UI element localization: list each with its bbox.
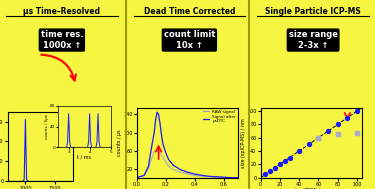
Text: time res.
1000x ↑: time res. 1000x ↑	[40, 30, 83, 50]
X-axis label: time / ms: time / ms	[174, 188, 201, 189]
Text: μs Time–Resolved: μs Time–Resolved	[23, 7, 100, 16]
Point	[282, 160, 288, 163]
Y-axis label: counts / 5μs: counts / 5μs	[45, 114, 49, 139]
Text: Single Particle ICP-MS: Single Particle ICP-MS	[265, 7, 361, 16]
Text: size range
2-3x ↑: size range 2-3x ↑	[289, 30, 338, 50]
Text: count limit
10x ↑: count limit 10x ↑	[164, 30, 215, 50]
Point	[296, 149, 302, 153]
Point	[315, 136, 321, 139]
Point	[277, 163, 283, 166]
X-axis label: t / ms: t / ms	[77, 155, 92, 160]
Point	[272, 166, 278, 169]
Point	[354, 110, 360, 113]
Legend: RAW signal, Signal after
μsDTC: RAW signal, Signal after μsDTC	[203, 110, 236, 123]
Point	[315, 136, 321, 139]
Text: Dead Time Corrected: Dead Time Corrected	[144, 7, 235, 16]
Y-axis label: counts / μs: counts / μs	[117, 129, 122, 156]
Point	[286, 156, 292, 159]
Point	[306, 143, 312, 146]
Point	[262, 173, 268, 176]
Point	[335, 123, 341, 126]
Point	[325, 129, 331, 132]
X-axis label: size (TEM) / nm: size (TEM) / nm	[292, 188, 330, 189]
Point	[354, 132, 360, 135]
Point	[335, 133, 341, 136]
Y-axis label: size (spICP-MS) / nm: size (spICP-MS) / nm	[241, 118, 246, 168]
Point	[344, 116, 350, 119]
Point	[267, 170, 273, 173]
